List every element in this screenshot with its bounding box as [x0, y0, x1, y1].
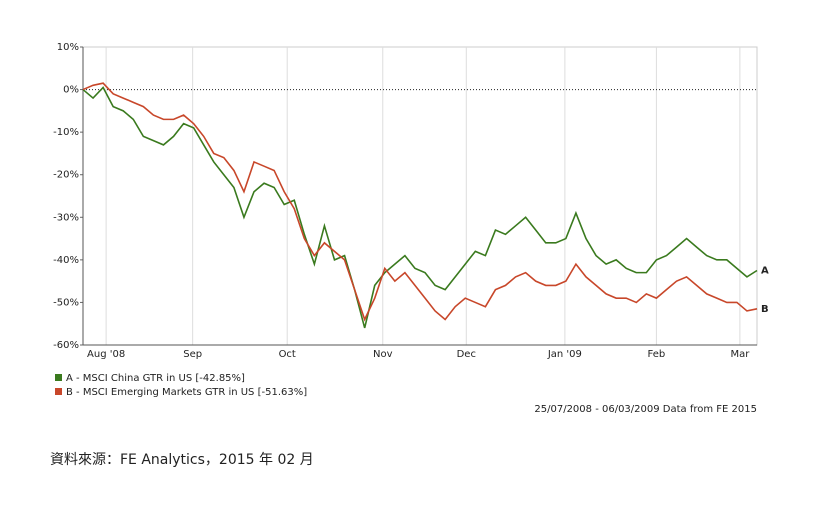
y-tick-label: -10%	[53, 127, 79, 138]
x-tick-label: Jan '09	[547, 349, 582, 360]
y-tick-label: -40%	[53, 255, 79, 266]
series-line	[82, 82, 758, 322]
y-tick-label: -30%	[53, 212, 79, 223]
series-line	[82, 86, 758, 329]
end-label: A	[761, 266, 769, 277]
y-tick-label: 10%	[57, 42, 79, 53]
y-tick-label: -50%	[53, 297, 79, 308]
source-note: 資料來源：FE Analytics，2015 年 02 月	[50, 452, 314, 468]
x-tick-label: Dec	[457, 349, 476, 360]
x-tick-label: Nov	[373, 349, 393, 360]
legend-swatch	[55, 374, 62, 381]
x-tick-label: Oct	[279, 349, 296, 360]
x-tick-label: Sep	[183, 349, 202, 360]
legend-label: B - MSCI Emerging Markets GTR in US [-51…	[66, 387, 307, 398]
x-tick-label: Feb	[648, 349, 666, 360]
end-label: B	[761, 304, 769, 315]
x-tick-label: Mar	[730, 349, 750, 360]
y-tick-label: -60%	[53, 340, 79, 351]
legend-label: A - MSCI China GTR in US [-42.85%]	[66, 373, 245, 384]
y-tick-label: -20%	[53, 170, 79, 181]
date-range: 25/07/2008 - 06/03/2009 Data from FE 201…	[534, 404, 757, 415]
plot-frame	[82, 46, 758, 346]
legend-swatch	[55, 388, 62, 395]
x-tick-label: Aug '08	[87, 349, 125, 360]
y-tick-label: 0%	[63, 85, 79, 96]
